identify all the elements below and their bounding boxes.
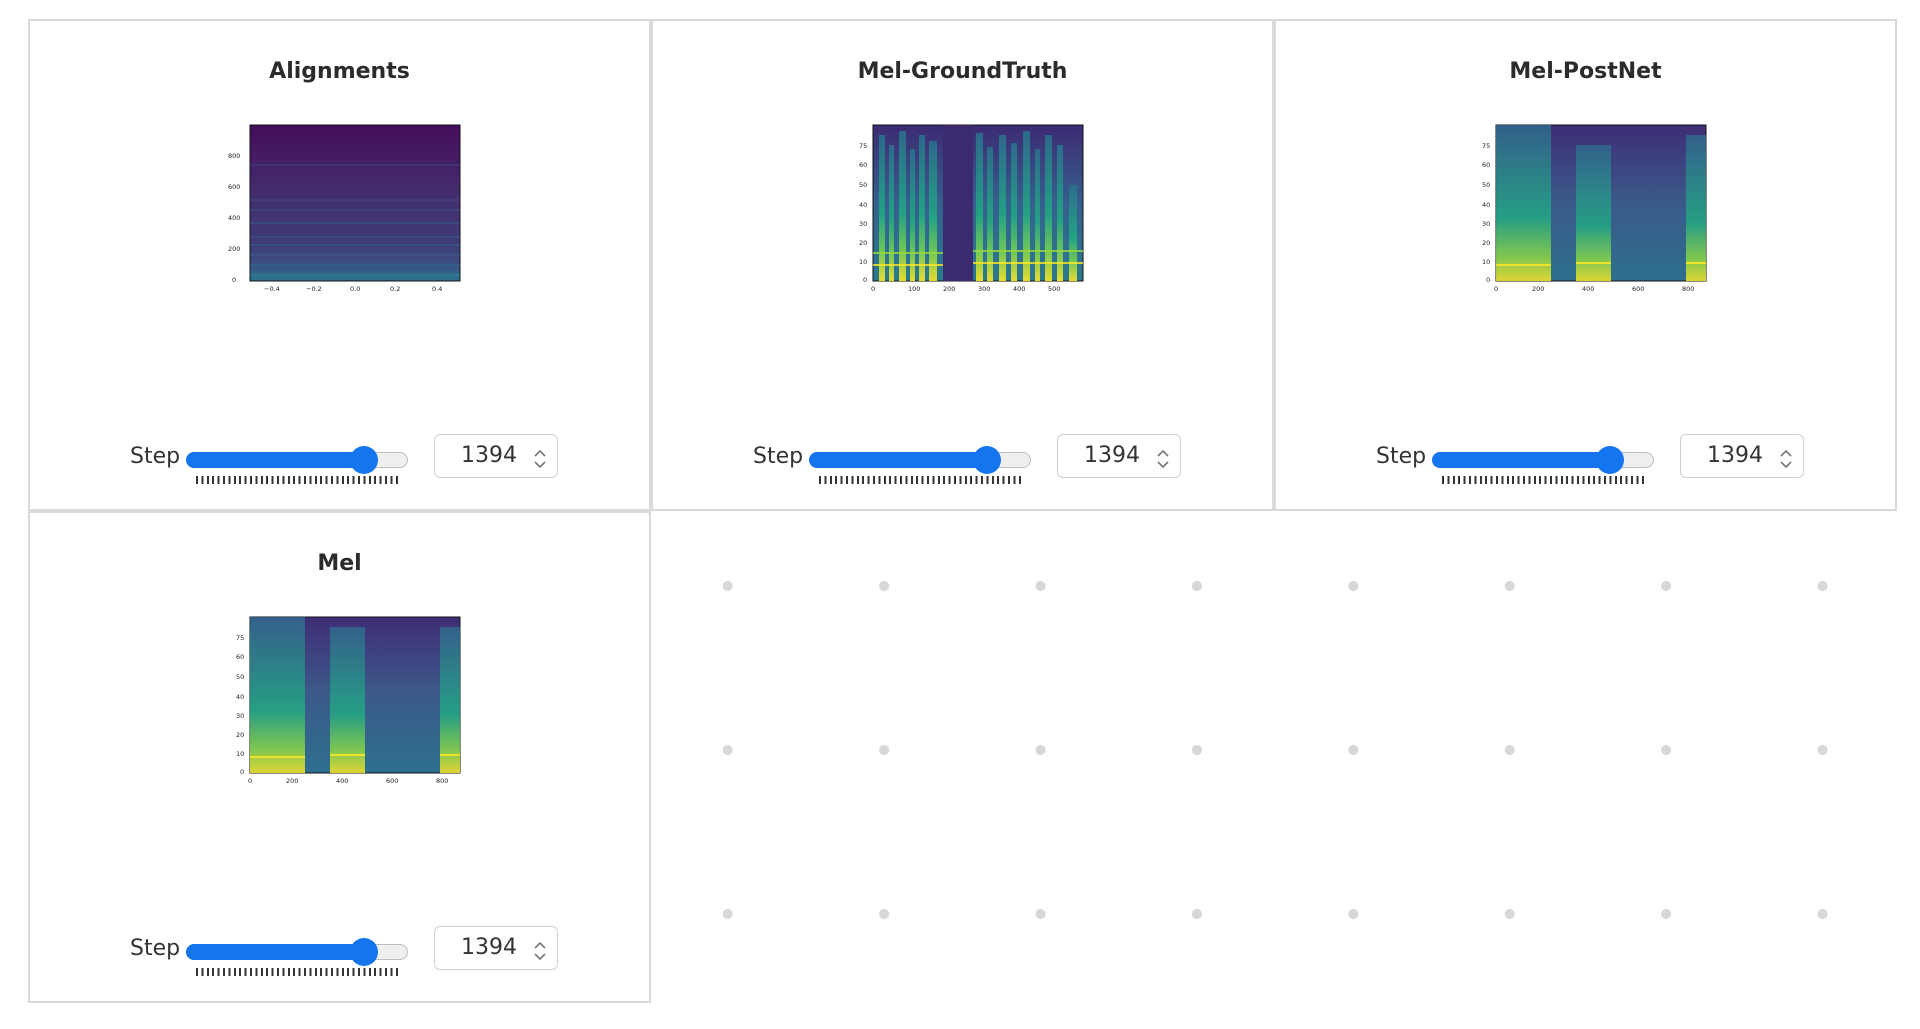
panel-title: Mel-GroundTruth [857, 59, 1068, 84]
x-tick: 200 [286, 777, 298, 785]
y-tick: 0 [863, 276, 867, 284]
y-tick: 400 [228, 214, 240, 222]
step-slider[interactable] [1432, 444, 1656, 484]
slider-thumb[interactable] [1596, 446, 1624, 474]
spin-arrows-icon[interactable] [1779, 446, 1793, 472]
y-tick: 50 [236, 673, 244, 681]
y-tick: 60 [1482, 161, 1490, 169]
panel-title: Mel-PostNet [1509, 59, 1662, 84]
x-tick: 0 [248, 777, 252, 785]
x-tick: 0 [1494, 285, 1498, 293]
y-tick: 0 [1486, 276, 1490, 284]
y-tick: 800 [228, 152, 240, 160]
y-tick: 60 [236, 653, 244, 661]
x-tick: 0.4 [432, 285, 442, 293]
y-tick: 20 [236, 731, 244, 739]
slider-thumb[interactable] [973, 446, 1001, 474]
mel-plot-image: 0 10 20 30 40 50 60 75 0 200 400 600 800 [190, 597, 490, 811]
step-value[interactable]: 1394 [1707, 443, 1763, 468]
y-tick: 75 [1482, 142, 1490, 150]
slider-thumb[interactable] [350, 938, 378, 966]
step-value[interactable]: 1394 [1084, 443, 1140, 468]
x-tick: 800 [1682, 285, 1694, 293]
slider-fill [1432, 452, 1610, 468]
step-slider[interactable] [809, 444, 1033, 484]
step-value[interactable]: 1394 [461, 443, 517, 468]
x-tick: 500 [1048, 285, 1060, 293]
y-tick: 30 [236, 712, 244, 720]
slider-fill [186, 452, 364, 468]
spin-arrows-icon[interactable] [1156, 446, 1170, 472]
step-number-input[interactable]: 1394 [1057, 434, 1181, 478]
step-label: Step [130, 444, 181, 469]
step-control: Step 1394 [30, 434, 649, 484]
y-tick: 50 [1482, 181, 1490, 189]
panel-alignments: Alignments [28, 19, 651, 511]
x-tick: 600 [386, 777, 398, 785]
step-slider[interactable] [186, 936, 410, 976]
y-tick: 20 [859, 239, 867, 247]
y-tick: 50 [859, 181, 867, 189]
slider-ticks [1442, 476, 1644, 484]
y-tick: 600 [228, 183, 240, 191]
y-tick: 40 [859, 201, 867, 209]
y-tick: 30 [859, 220, 867, 228]
slider-fill [809, 452, 987, 468]
x-tick: 0.2 [390, 285, 400, 293]
y-tick: 10 [236, 750, 244, 758]
y-tick: 30 [1482, 220, 1490, 228]
x-tick: −0.4 [264, 285, 280, 293]
y-tick: 20 [1482, 239, 1490, 247]
x-tick: 100 [908, 285, 920, 293]
step-number-input[interactable]: 1394 [434, 926, 558, 970]
x-tick: −0.2 [306, 285, 322, 293]
x-tick: 200 [1532, 285, 1544, 293]
slider-fill [186, 944, 364, 960]
panel-title: Mel [317, 551, 362, 576]
step-control: Step 1394 [30, 926, 649, 976]
step-label: Step [753, 444, 804, 469]
step-number-input[interactable]: 1394 [1680, 434, 1804, 478]
x-tick: 800 [436, 777, 448, 785]
panel-mel: Mel [28, 511, 651, 1003]
mel-groundtruth-plot-image: 0 10 20 30 40 50 60 75 0 100 200 300 400… [813, 105, 1113, 319]
alignments-plot-image: 0 200 400 600 800 −0.4 −0.2 0.0 0.2 0.4 [190, 105, 490, 319]
step-label: Step [130, 936, 181, 961]
step-slider[interactable] [186, 444, 410, 484]
y-tick: 10 [1482, 258, 1490, 266]
spin-arrows-icon[interactable] [533, 446, 547, 472]
y-tick: 60 [859, 161, 867, 169]
x-tick: 300 [978, 285, 990, 293]
y-tick: 75 [859, 142, 867, 150]
step-control: Step 1394 [653, 434, 1272, 484]
x-tick: 200 [943, 285, 955, 293]
panel-mel-groundtruth: Mel-GroundTruth [651, 19, 1274, 511]
step-value[interactable]: 1394 [461, 935, 517, 960]
y-tick: 10 [859, 258, 867, 266]
y-tick: 40 [236, 693, 244, 701]
step-number-input[interactable]: 1394 [434, 434, 558, 478]
spin-arrows-icon[interactable] [533, 938, 547, 964]
y-tick: 75 [236, 634, 244, 642]
panel-mel-postnet: Mel-PostNet [1274, 19, 1897, 511]
mel-postnet-plot-image: 0 10 20 30 40 50 60 75 0 200 400 600 800 [1436, 105, 1736, 319]
x-tick: 400 [1582, 285, 1594, 293]
x-tick: 0 [871, 285, 875, 293]
step-label: Step [1376, 444, 1427, 469]
y-tick: 40 [1482, 201, 1490, 209]
slider-ticks [196, 968, 398, 976]
x-tick: 400 [336, 777, 348, 785]
y-tick: 0 [240, 768, 244, 776]
x-tick: 600 [1632, 285, 1644, 293]
slider-ticks [819, 476, 1021, 484]
slider-thumb[interactable] [350, 446, 378, 474]
x-tick: 400 [1013, 285, 1025, 293]
step-control: Step 1394 [1276, 434, 1895, 484]
slider-ticks [196, 476, 398, 484]
y-tick: 0 [232, 276, 236, 284]
x-tick: 0.0 [350, 285, 360, 293]
panel-title: Alignments [269, 59, 410, 84]
y-tick: 200 [228, 245, 240, 253]
